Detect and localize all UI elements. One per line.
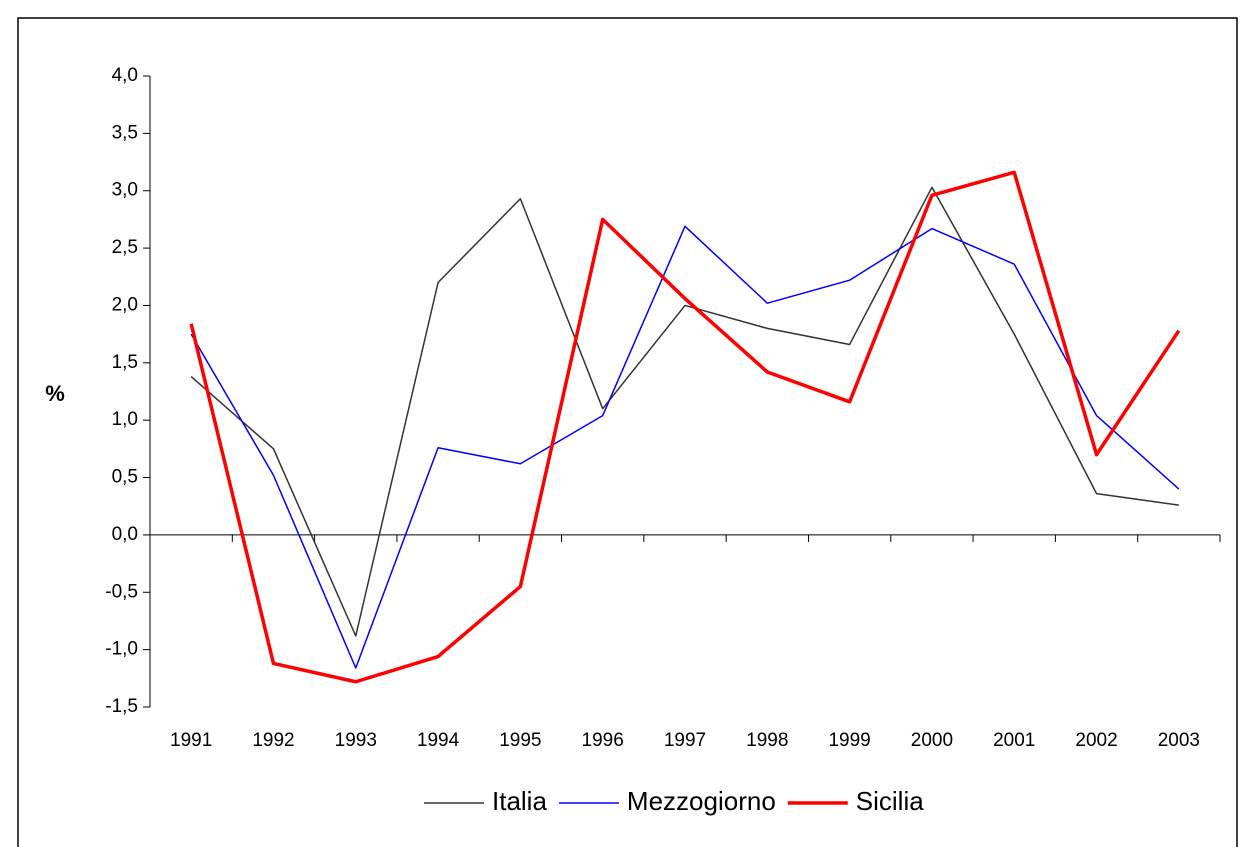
chart-frame bbox=[17, 17, 1238, 847]
x-tick-label: 1995 bbox=[499, 730, 541, 751]
y-tick-label: 2,5 bbox=[112, 237, 138, 258]
x-tick-label: 1996 bbox=[582, 730, 624, 751]
y-tick-label: 1,0 bbox=[112, 409, 138, 430]
legend-label: Italia bbox=[492, 786, 547, 816]
legend-label: Sicilia bbox=[856, 786, 924, 816]
x-tick-label: 2000 bbox=[911, 730, 953, 751]
x-tick-label: 1994 bbox=[417, 730, 460, 751]
series-line bbox=[189, 170, 1181, 684]
y-tick-label: 3,5 bbox=[112, 122, 138, 143]
y-tick-label: 0,0 bbox=[112, 524, 138, 545]
series-line bbox=[190, 186, 1179, 637]
x-tick-label: 1992 bbox=[252, 730, 294, 751]
y-tick-label: 4,0 bbox=[112, 65, 138, 86]
y-axis-label: % bbox=[45, 381, 65, 406]
x-tick-label: 2001 bbox=[993, 730, 1035, 751]
y-tick-label: 1,5 bbox=[112, 352, 138, 373]
y-tick-label: -0,5 bbox=[105, 581, 138, 602]
x-tick-label: 2003 bbox=[1158, 730, 1200, 751]
y-tick-label: 0,5 bbox=[112, 467, 138, 488]
legend-label: Mezzogiorno bbox=[627, 786, 776, 816]
y-tick-label: -1,0 bbox=[105, 639, 138, 660]
x-tick-label: 1993 bbox=[335, 730, 377, 751]
y-tick-label: 3,0 bbox=[112, 180, 138, 201]
x-tick-label: 2002 bbox=[1075, 730, 1117, 751]
series-line bbox=[190, 225, 1180, 669]
x-tick-label: 1997 bbox=[664, 730, 706, 751]
x-tick-label: 1991 bbox=[170, 730, 212, 751]
y-tick-label: -1,5 bbox=[105, 696, 138, 717]
x-tick-label: 1999 bbox=[828, 730, 870, 751]
y-tick-label: 2,0 bbox=[112, 294, 138, 315]
x-tick-label: 1998 bbox=[746, 730, 788, 751]
